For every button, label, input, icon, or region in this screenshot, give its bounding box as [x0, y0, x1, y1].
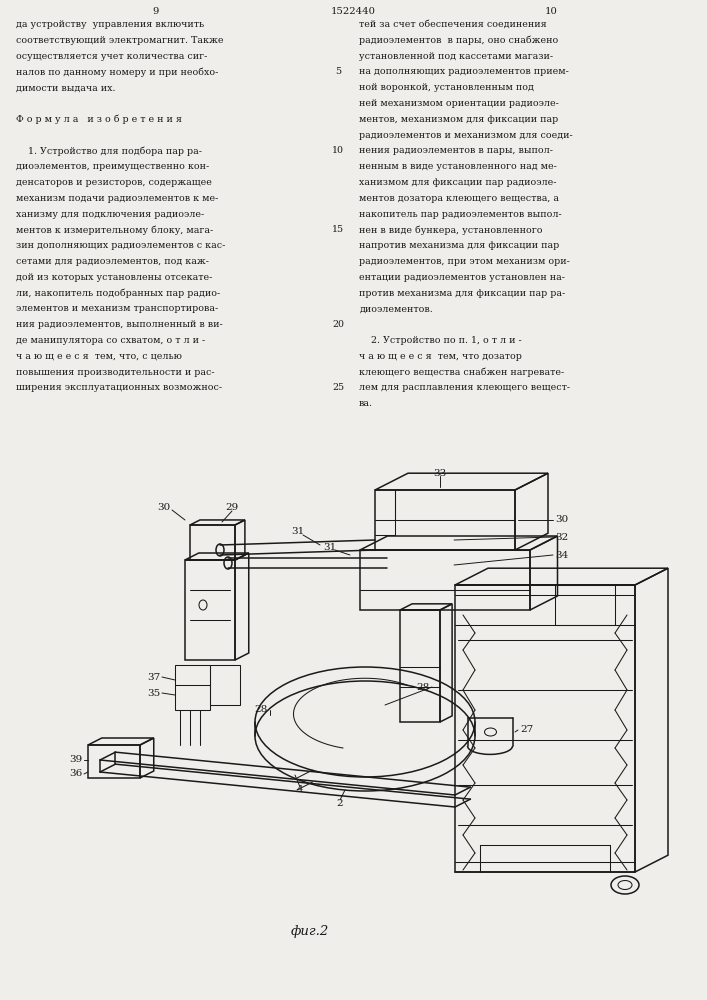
Text: 29: 29: [226, 504, 239, 512]
Text: 32: 32: [555, 532, 568, 542]
Text: 1522440: 1522440: [331, 7, 376, 16]
Text: 37: 37: [147, 672, 160, 682]
Text: да устройству  управления включить: да устройству управления включить: [16, 20, 204, 29]
Text: 33: 33: [433, 468, 447, 478]
Text: элементов и механизм транспортирова-: элементов и механизм транспортирова-: [16, 304, 218, 313]
Text: осуществляется учет количества сиг-: осуществляется учет количества сиг-: [16, 52, 207, 61]
Text: 9: 9: [152, 7, 159, 16]
Text: ентации радиоэлементов установлен на-: ентации радиоэлементов установлен на-: [359, 273, 565, 282]
Text: радиоэлементов  в пары, оно снабжено: радиоэлементов в пары, оно снабжено: [359, 36, 559, 45]
Text: 30: 30: [157, 502, 170, 512]
Text: димости выдача их.: димости выдача их.: [16, 83, 115, 92]
Text: ментов дозатора клеющего вещества, а: ментов дозатора клеющего вещества, а: [359, 194, 559, 203]
Text: нения радиоэлементов в пары, выпол-: нения радиоэлементов в пары, выпол-: [359, 146, 553, 155]
Text: 25: 25: [332, 383, 344, 392]
Text: 4: 4: [297, 786, 303, 794]
Text: ханизму для подключения радиоэле-: ханизму для подключения радиоэле-: [16, 210, 204, 219]
Text: Ф о р м у л а   и з о б р е т е н и я: Ф о р м у л а и з о б р е т е н и я: [16, 115, 182, 124]
Text: 1. Устройство для подбора пар ра-: 1. Устройство для подбора пар ра-: [16, 146, 201, 156]
Text: накопитель пар радиоэлементов выпол-: накопитель пар радиоэлементов выпол-: [359, 210, 562, 219]
Text: ширения эксплуатационных возможнос-: ширения эксплуатационных возможнос-: [16, 383, 222, 392]
Text: тей за счет обеспечения соединения: тей за счет обеспечения соединения: [359, 20, 547, 29]
Text: на дополняющих радиоэлементов прием-: на дополняющих радиоэлементов прием-: [359, 67, 569, 76]
Text: ментов, механизмом для фиксации пар: ментов, механизмом для фиксации пар: [359, 115, 559, 124]
Text: ной воронкой, установленным под: ной воронкой, установленным под: [359, 83, 534, 92]
Text: 30: 30: [555, 516, 568, 524]
Text: 36: 36: [69, 770, 82, 778]
Text: налов по данному номеру и при необхо-: налов по данному номеру и при необхо-: [16, 67, 218, 77]
Text: 5: 5: [335, 67, 341, 76]
Text: повышения производительности и рас-: повышения производительности и рас-: [16, 368, 214, 377]
Text: денсаторов и резисторов, содержащее: денсаторов и резисторов, содержащее: [16, 178, 211, 187]
Text: 34: 34: [555, 550, 568, 560]
Text: установленной под кассетами магази-: установленной под кассетами магази-: [359, 52, 554, 61]
Text: радиоэлементов, при этом механизм ори-: радиоэлементов, при этом механизм ори-: [359, 257, 570, 266]
Text: нен в виде бункера, установленного: нен в виде бункера, установленного: [359, 225, 543, 235]
Text: соответствующий электромагнит. Также: соответствующий электромагнит. Также: [16, 36, 223, 45]
Text: ва.: ва.: [359, 399, 373, 408]
Text: ч а ю щ е е с я  тем, что дозатор: ч а ю щ е е с я тем, что дозатор: [359, 352, 522, 361]
Text: лем для расплавления клеющего вещест-: лем для расплавления клеющего вещест-: [359, 383, 571, 392]
Text: ния радиоэлементов, выполненный в ви-: ния радиоэлементов, выполненный в ви-: [16, 320, 222, 329]
Text: 39: 39: [69, 756, 82, 764]
Text: 10: 10: [545, 7, 558, 16]
Text: радиоэлементов и механизмом для соеди-: радиоэлементов и механизмом для соеди-: [359, 131, 573, 140]
Text: 2. Устройство по п. 1, о т л и -: 2. Устройство по п. 1, о т л и -: [359, 336, 522, 345]
Text: 35: 35: [147, 688, 160, 698]
Text: 15: 15: [332, 225, 344, 234]
Text: ч а ю щ е е с я  тем, что, с целью: ч а ю щ е е с я тем, что, с целью: [16, 352, 182, 361]
Text: механизм подачи радиоэлементов к ме-: механизм подачи радиоэлементов к ме-: [16, 194, 218, 203]
Text: фиг.2: фиг.2: [291, 926, 329, 938]
Text: де манипулятора со схватом, о т л и -: де манипулятора со схватом, о т л и -: [16, 336, 205, 345]
Text: зин дополняющих радиоэлементов с кас-: зин дополняющих радиоэлементов с кас-: [16, 241, 225, 250]
Text: 10: 10: [332, 146, 344, 155]
Text: 28: 28: [255, 706, 268, 714]
Text: 2: 2: [337, 798, 344, 808]
Text: ментов к измерительному блоку, мага-: ментов к измерительному блоку, мага-: [16, 225, 213, 235]
Text: ханизмом для фиксации пар радиоэле-: ханизмом для фиксации пар радиоэле-: [359, 178, 556, 187]
Text: клеющего вещества снабжен нагревате-: клеющего вещества снабжен нагревате-: [359, 368, 564, 377]
Text: 28: 28: [416, 682, 430, 692]
Text: сетами для радиоэлементов, под каж-: сетами для радиоэлементов, под каж-: [16, 257, 209, 266]
Text: ненным в виде установленного над ме-: ненным в виде установленного над ме-: [359, 162, 557, 171]
Text: 20: 20: [332, 320, 344, 329]
Text: ли, накопитель подобранных пар радио-: ли, накопитель подобранных пар радио-: [16, 289, 220, 298]
Text: напротив механизма для фиксации пар: напротив механизма для фиксации пар: [359, 241, 559, 250]
Text: 31: 31: [291, 528, 305, 536]
Text: диоэлементов.: диоэлементов.: [359, 304, 433, 313]
Text: 31: 31: [323, 542, 337, 552]
Text: ней механизмом ориентации радиоэле-: ней механизмом ориентации радиоэле-: [359, 99, 559, 108]
Text: против механизма для фиксации пар ра-: против механизма для фиксации пар ра-: [359, 289, 566, 298]
Text: дой из которых установлены отсекате-: дой из которых установлены отсекате-: [16, 273, 212, 282]
Text: 27: 27: [520, 726, 533, 734]
Text: диоэлементов, преимущественно кон-: диоэлементов, преимущественно кон-: [16, 162, 209, 171]
